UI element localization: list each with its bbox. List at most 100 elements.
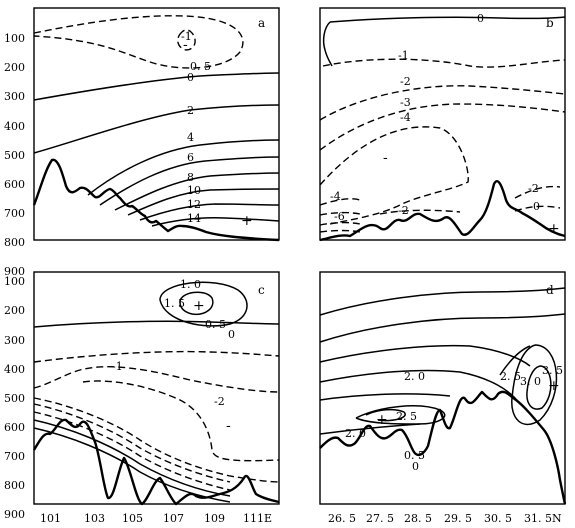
panel-b-contour-label: -1 [398, 49, 409, 62]
panel-a-contours [32, 15, 280, 242]
panel-c-ytick: 600 [4, 421, 25, 434]
panel-d-contour [319, 369, 521, 405]
panel-c-minus-symbol: - [226, 418, 231, 434]
panel-a-contour [151, 217, 280, 227]
panel-c-contour [33, 397, 280, 483]
panel-a-contour-label: 10 [187, 184, 201, 197]
panel-d-xtick: 31. 5N [524, 512, 562, 525]
panel-c-ytick: 100 [4, 275, 25, 288]
panel-d-contour [319, 423, 421, 435]
panel-c-ytick: 200 [4, 304, 25, 317]
panel-d-contour [355, 405, 446, 425]
panel-c-contour-labels: 1. 0 1. 5 0. 5 0 -1 -2 + - [112, 278, 235, 434]
panel-a-contour [114, 172, 280, 211]
panel-b: b 0 -1 -2 -3 -4 -2 -4 -6 -2 [319, 7, 566, 242]
panel-b-minus-symbol: - [383, 150, 388, 166]
panel-b-contour [319, 221, 361, 226]
panel-b-contour [329, 16, 566, 23]
panel-c-plus-symbol: + [193, 298, 205, 314]
panel-d-xtick: 26. 5 [328, 512, 356, 525]
panel-a-ytick: 500 [4, 149, 25, 162]
panel-a-contour-label: 2 [187, 104, 194, 117]
panel-a-contour [139, 203, 280, 221]
panel-a-contour-label: 14 [187, 212, 201, 225]
panel-a-ytick: 300 [4, 90, 25, 103]
panel-b-contour [319, 198, 361, 206]
panel-a-yticks: 100 200 300 400 500 600 700 800 900 [4, 32, 25, 278]
panel-c-label: c [258, 283, 265, 297]
panel-c-contour [33, 419, 231, 497]
panel-a-contour [33, 72, 280, 101]
panel-d-contour [319, 344, 531, 367]
panel-a: a 100 200 300 400 500 600 700 800 900 [4, 7, 280, 278]
panel-a-label: a [258, 16, 265, 30]
panel-d-xticks: 26. 5 27. 5 28. 5 29. 5 30. 5 31. 5N [328, 512, 562, 525]
panel-c-contour [33, 320, 280, 328]
panel-c-ytick: 900 [4, 508, 25, 521]
panel-d-contour-label: 0. 5 [404, 449, 425, 462]
panel-a-plus-symbol: + [241, 213, 253, 229]
panel-c-ytick: 800 [4, 479, 25, 492]
panel-a-contour-label: 4 [187, 131, 194, 144]
panel-b-contour-label: 0 [477, 12, 484, 25]
panel-d-contour-label: 0 [412, 460, 419, 473]
panel-a-contour-labels: -1 0. 5 0 2 4 6 8 10 12 14 - + [181, 30, 253, 229]
panel-b-contour [319, 103, 566, 151]
panel-d-terrain [319, 390, 567, 505]
panel-d-contour-label: 3. 0 [520, 375, 541, 388]
panel-d-contour-label: 2. 5 [396, 410, 417, 423]
panel-a-contour [127, 188, 280, 216]
panel-c-xtick: 107 [163, 512, 184, 525]
panel-d-frame [319, 271, 566, 505]
panel-d-contours [319, 287, 567, 505]
panel-b-contour [319, 85, 566, 121]
panel-d-contour-label: 2. 5 [500, 370, 521, 383]
panel-a-contour [177, 29, 196, 51]
panel-c: c 100 200 300 400 500 600 700 800 900 10… [4, 271, 280, 525]
panel-c-xtick: 101 [40, 512, 61, 525]
panel-d-xtick: 28. 5 [404, 512, 432, 525]
panel-a-ytick: 200 [4, 61, 25, 74]
panel-b-frame [319, 7, 566, 241]
panel-a-ytick: 600 [4, 178, 25, 191]
panel-b-contour [322, 21, 333, 67]
panel-a-contour [99, 156, 280, 206]
panel-c-contour [179, 291, 214, 316]
panel-a-contour-label: 0 [187, 71, 194, 84]
panel-a-ytick: 900 [4, 265, 25, 278]
panel-b-contour-label: -2 [398, 204, 409, 217]
panel-d-xtick: 29. 5 [444, 512, 472, 525]
panel-b-contour [379, 209, 461, 215]
panel-d-contour [319, 287, 566, 316]
panel-b-contours [319, 16, 566, 242]
panel-c-xtick: 109 [204, 512, 225, 525]
panel-c-xtick: 111E [243, 512, 272, 525]
panel-d-contour [319, 393, 451, 401]
panel-a-frame [33, 7, 280, 241]
panel-c-ytick: 700 [4, 450, 25, 463]
panel-a-contour-label: 8 [187, 171, 194, 184]
panel-c-contour-label: -1 [112, 360, 123, 373]
panel-c-contour [33, 427, 231, 503]
panel-a-ytick: 700 [4, 207, 25, 220]
panel-b-contour-label: -4 [330, 190, 341, 203]
panel-b-contour-label: -2 [528, 182, 539, 195]
panel-b-contour-label: -6 [334, 210, 345, 223]
panel-c-contour-label: 1. 5 [164, 297, 185, 310]
panel-b-plus-symbol: + [548, 221, 560, 237]
panel-d-contour-label: 3. 5 [542, 364, 563, 377]
panel-b-contour [319, 229, 361, 233]
panel-c-ytick: 500 [4, 392, 25, 405]
panel-c-contour [33, 366, 280, 393]
panel-d-xtick: 27. 5 [366, 512, 394, 525]
panel-d-plus-symbol: + [376, 412, 388, 428]
panel-c-xticks: 101 103 105 107 109 111E [40, 512, 272, 525]
panel-d-contour-label: 2. 0 [404, 370, 425, 383]
panel-a-ytick: 100 [4, 32, 25, 45]
panel-a-contour-label: 6 [187, 151, 194, 164]
panel-b-label: b [546, 16, 554, 30]
panel-c-xtick: 103 [84, 512, 105, 525]
panel-d-contour [511, 344, 558, 426]
panel-c-contour [33, 411, 231, 491]
panel-c-contour [33, 403, 231, 483]
